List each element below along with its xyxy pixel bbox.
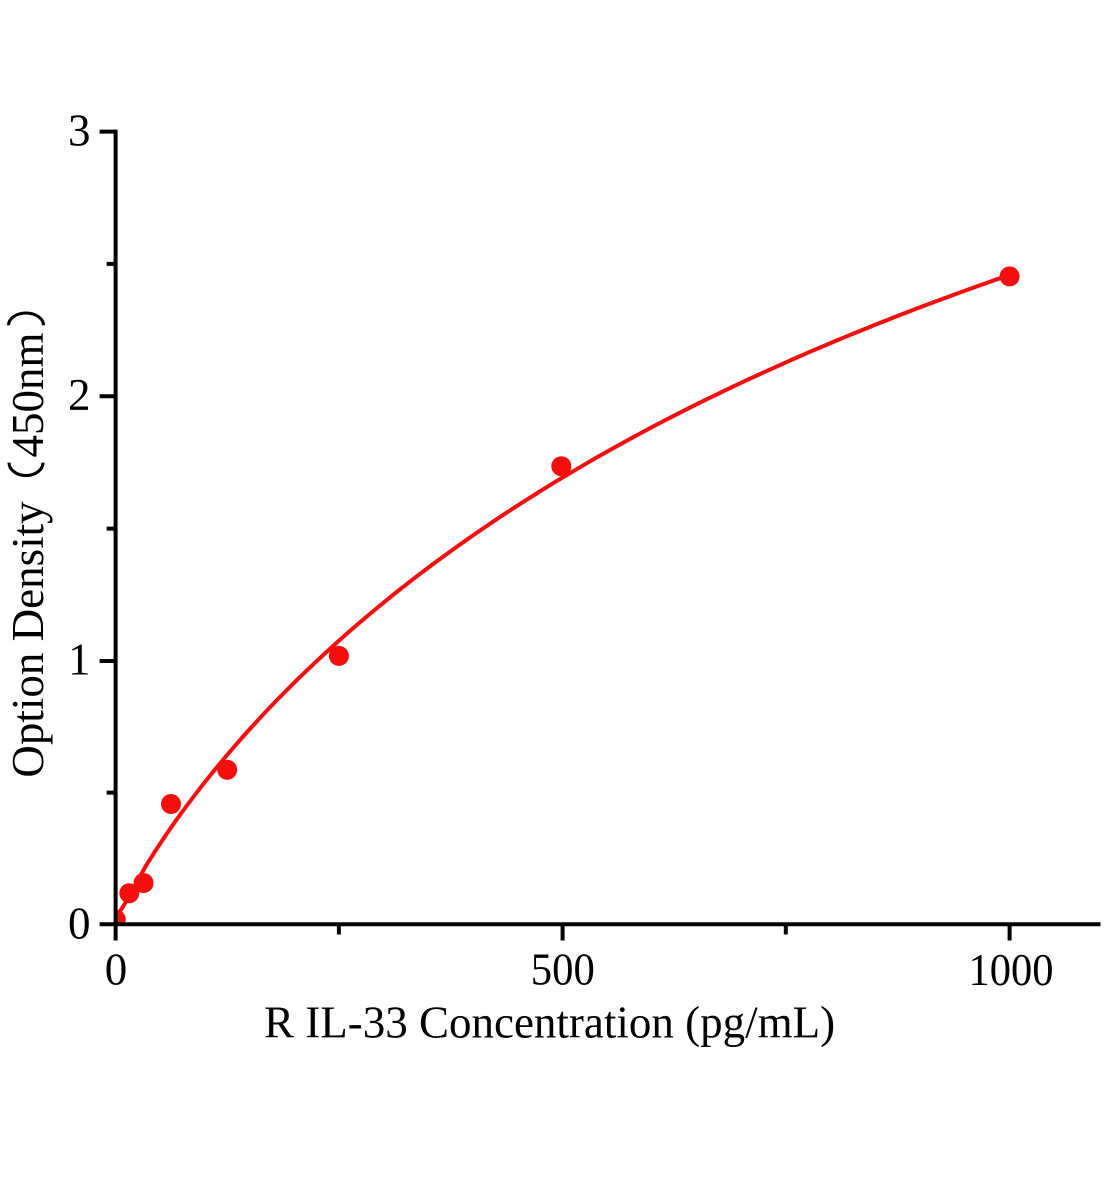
svg-text:2: 2 [68,370,91,420]
svg-text:450nm: 450nm [3,332,53,457]
svg-text:Option Density: Option Density [3,501,53,778]
svg-text:0: 0 [105,945,128,995]
svg-text:R IL-33 Concentration (pg/mL): R IL-33 Concentration (pg/mL) [264,998,835,1048]
svg-text:1000: 1000 [969,945,1054,995]
svg-text:500: 500 [531,945,595,995]
svg-text:1: 1 [68,635,91,685]
svg-text:3: 3 [68,106,91,156]
svg-text:0: 0 [68,899,91,949]
